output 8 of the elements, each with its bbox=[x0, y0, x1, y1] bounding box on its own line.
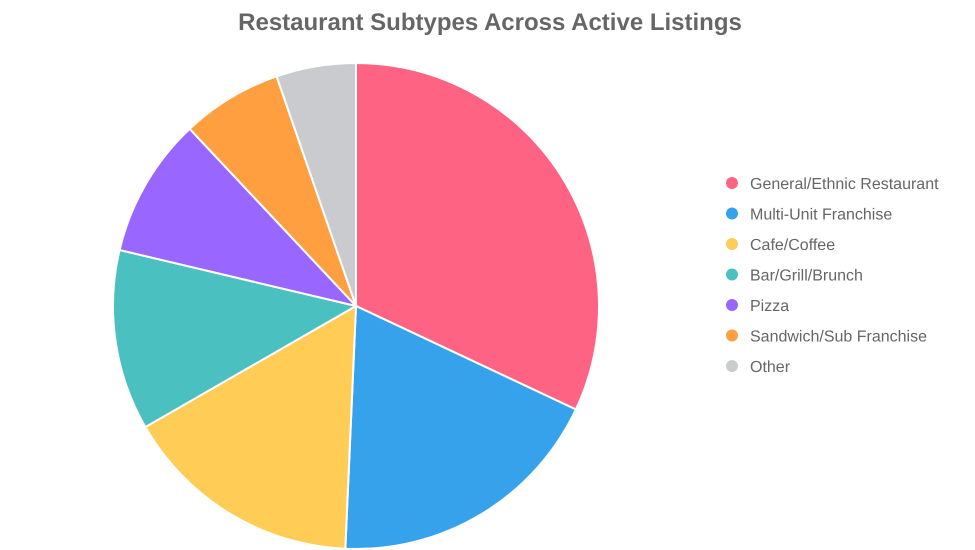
legend-label: Multi-Unit Franchise bbox=[750, 206, 892, 224]
chart-title: Restaurant Subtypes Across Active Listings bbox=[238, 9, 742, 36]
legend-label: Sandwich/Sub Franchise bbox=[750, 328, 928, 346]
legend-label: General/Ethnic Restaurant bbox=[750, 176, 940, 193]
legend-label: Other bbox=[750, 359, 791, 376]
legend-label: Bar/Grill/Brunch bbox=[750, 268, 863, 284]
legend-label: Cafe/Coffee bbox=[750, 237, 836, 254]
legend-label: Pizza bbox=[750, 298, 790, 315]
